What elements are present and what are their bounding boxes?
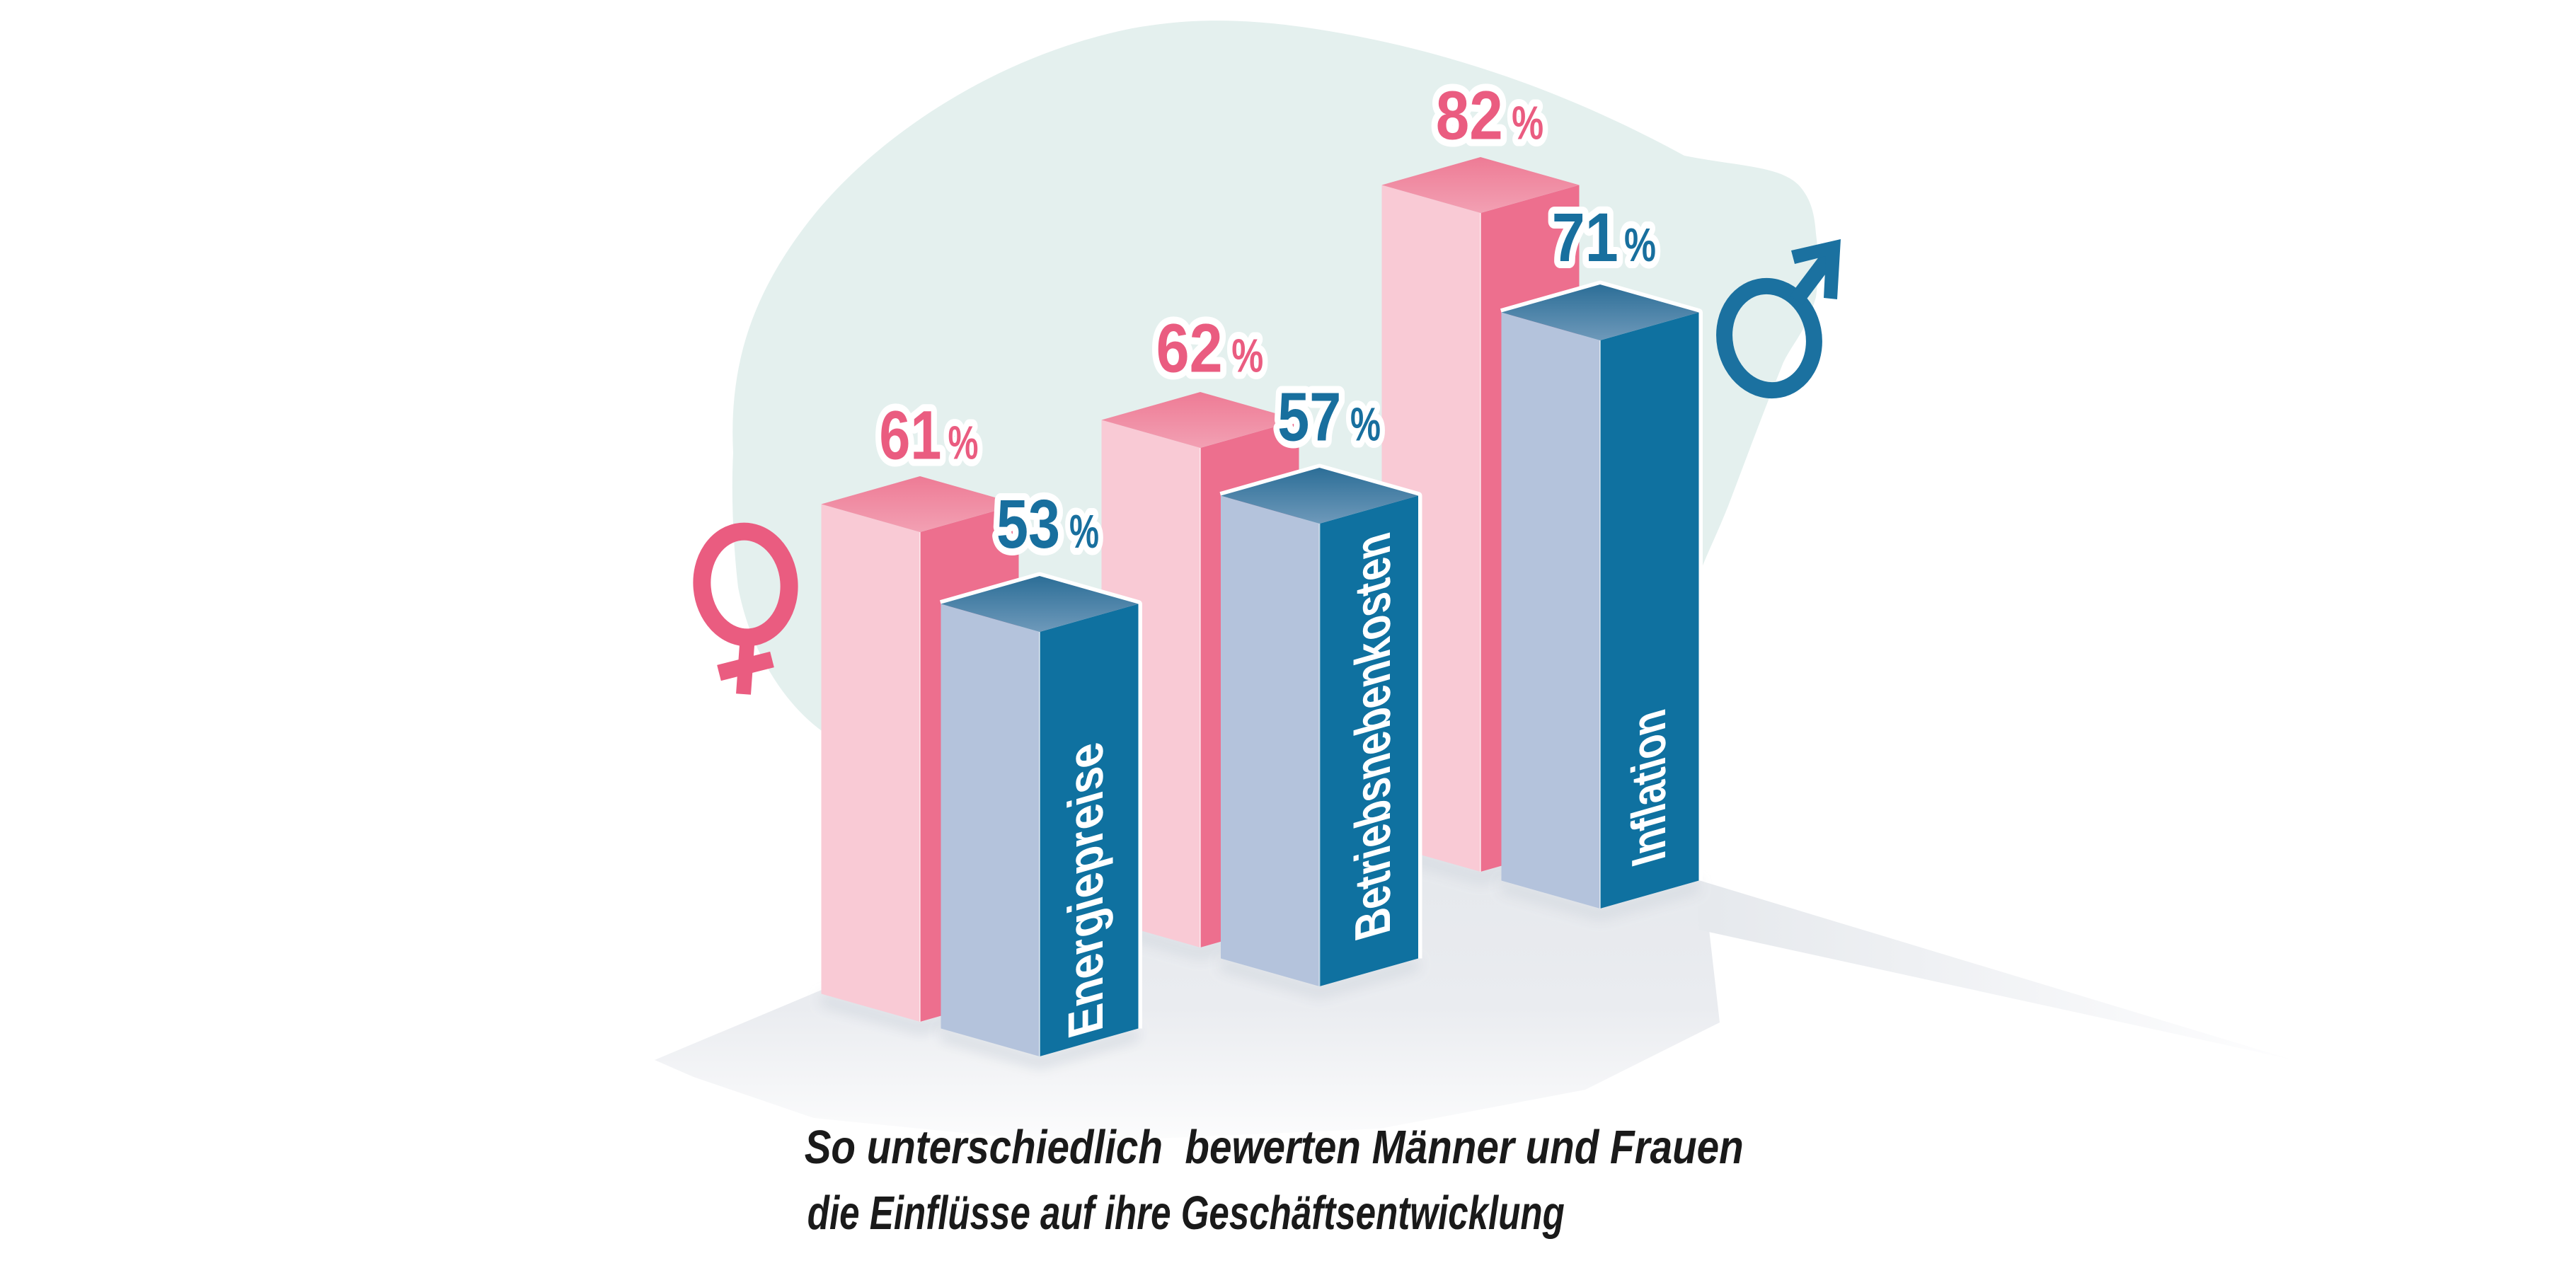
svg-text:%: % <box>1624 219 1656 272</box>
svg-text:die Einflüsse auf ihre Geschäf: die Einflüsse auf ihre Geschäftsentwickl… <box>807 1187 1565 1240</box>
svg-text:61: 61 <box>879 396 941 473</box>
svg-text:%: % <box>1069 505 1099 558</box>
svg-text:%: % <box>1350 398 1381 451</box>
svg-text:53: 53 <box>996 485 1060 563</box>
svg-text:%: % <box>1231 330 1263 383</box>
svg-text:Energiepreise: Energiepreise <box>1058 737 1113 1044</box>
svg-text:62: 62 <box>1156 310 1223 387</box>
svg-text:So unterschiedlich bewerten M: So unterschiedlich bewerten Männer und F… <box>805 1121 1744 1174</box>
svg-text:%: % <box>1512 97 1543 150</box>
svg-text:71: 71 <box>1552 199 1618 276</box>
svg-text:%: % <box>948 416 979 469</box>
svg-text:82: 82 <box>1436 77 1503 154</box>
svg-text:Betriebsnebenkosten: Betriebsnebenkosten <box>1345 527 1401 946</box>
svg-text:57: 57 <box>1277 378 1341 455</box>
svg-text:Inflation: Inflation <box>1621 704 1675 872</box>
